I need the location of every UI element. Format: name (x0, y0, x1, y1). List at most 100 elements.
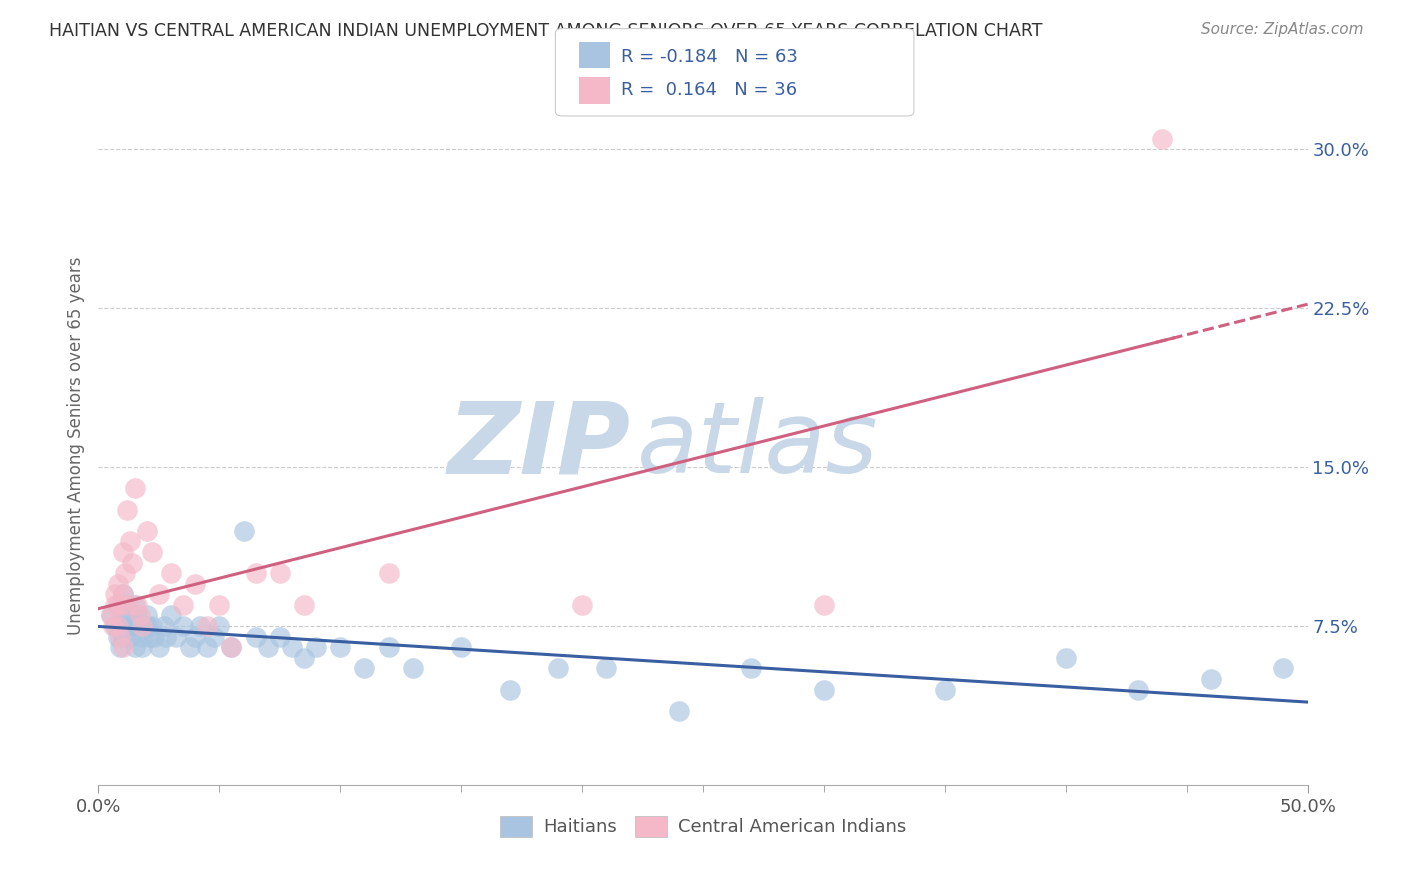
Legend: Haitians, Central American Indians: Haitians, Central American Indians (492, 808, 914, 844)
Point (117, 598, 139, 612)
Point (813, 682, 835, 697)
Point (1128, 682, 1150, 697)
Point (143, 630, 166, 644)
Text: Source: ZipAtlas.com: Source: ZipAtlas.com (1201, 22, 1364, 37)
Point (135, 608, 157, 623)
Point (195, 619, 218, 633)
Point (353, 661, 375, 675)
Text: R = -0.184   N = 63: R = -0.184 N = 63 (621, 47, 799, 65)
Point (269, 566, 291, 581)
Point (111, 587, 134, 601)
Point (135, 524, 157, 538)
Point (107, 630, 129, 644)
Point (124, 619, 146, 633)
Point (148, 587, 170, 601)
Point (141, 619, 163, 633)
Point (668, 704, 690, 718)
Point (245, 566, 267, 581)
Point (111, 630, 134, 644)
Point (107, 598, 129, 612)
Point (188, 619, 211, 633)
Point (117, 619, 139, 633)
Point (547, 661, 569, 675)
Text: atlas: atlas (637, 398, 879, 494)
Point (117, 502, 139, 516)
Point (135, 619, 157, 633)
Point (221, 640, 243, 655)
Point (118, 534, 141, 549)
Point (329, 640, 352, 655)
Point (292, 651, 315, 665)
Point (377, 640, 399, 655)
Point (498, 682, 520, 697)
Point (934, 682, 956, 697)
Point (111, 545, 134, 559)
Point (127, 598, 149, 612)
Point (108, 640, 131, 655)
Point (204, 630, 226, 644)
Point (104, 587, 127, 601)
Point (100, 608, 122, 623)
Point (128, 619, 150, 633)
Point (292, 598, 315, 612)
Point (107, 576, 129, 591)
Point (208, 598, 231, 612)
Point (107, 619, 129, 633)
Point (172, 598, 194, 612)
Point (571, 598, 593, 612)
Point (108, 619, 131, 633)
Point (111, 587, 134, 601)
Point (281, 640, 304, 655)
Point (108, 598, 131, 612)
Point (179, 640, 201, 655)
Point (232, 524, 254, 538)
Point (740, 661, 762, 675)
Point (402, 661, 425, 675)
Point (134, 619, 156, 633)
Point (155, 630, 177, 644)
Point (127, 608, 149, 623)
Point (131, 619, 153, 633)
Point (813, 598, 835, 612)
Point (131, 640, 153, 655)
Point (148, 640, 170, 655)
Point (377, 566, 399, 581)
Point (160, 566, 183, 581)
Point (124, 482, 146, 496)
Point (184, 576, 207, 591)
Point (101, 619, 124, 633)
Point (121, 619, 143, 633)
Point (305, 640, 328, 655)
Point (111, 640, 134, 655)
Point (269, 630, 291, 644)
Point (141, 545, 163, 559)
Text: ZIP: ZIP (447, 398, 630, 494)
Point (152, 619, 174, 633)
Point (100, 608, 122, 623)
Point (108, 630, 131, 644)
Point (160, 608, 183, 623)
Point (118, 608, 141, 623)
Point (195, 640, 218, 655)
Point (117, 598, 139, 612)
Point (1054, 651, 1077, 665)
Point (595, 661, 617, 675)
Point (124, 598, 146, 612)
Point (104, 619, 127, 633)
Point (165, 630, 187, 644)
Point (1272, 661, 1295, 675)
Point (1152, 132, 1174, 146)
Point (111, 608, 134, 623)
Point (450, 640, 472, 655)
Text: HAITIAN VS CENTRAL AMERICAN INDIAN UNEMPLOYMENT AMONG SENIORS OVER 65 YEARS CORR: HAITIAN VS CENTRAL AMERICAN INDIAN UNEMP… (49, 22, 1043, 40)
Point (245, 630, 267, 644)
Point (256, 640, 278, 655)
Point (138, 630, 160, 644)
Point (114, 566, 136, 581)
Point (131, 630, 153, 644)
Text: R =  0.164   N = 36: R = 0.164 N = 36 (621, 81, 797, 99)
Point (221, 640, 243, 655)
Y-axis label: Unemployment Among Seniors over 65 years: Unemployment Among Seniors over 65 years (66, 257, 84, 635)
Point (121, 556, 143, 570)
Point (208, 619, 231, 633)
